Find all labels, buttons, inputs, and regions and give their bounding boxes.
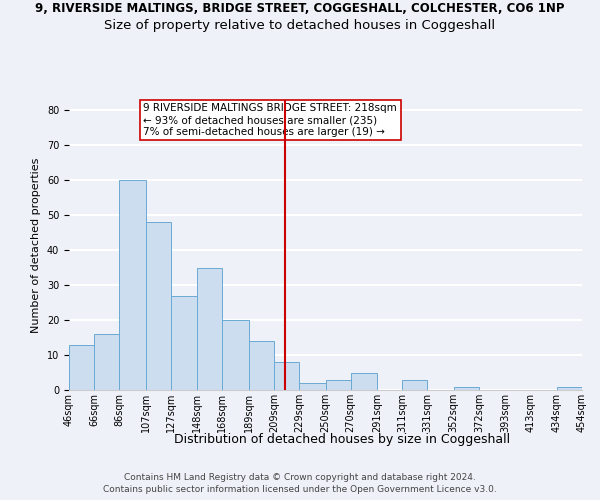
Bar	[223, 320, 249, 390]
Text: 9, RIVERSIDE MALTINGS, BRIDGE STREET, COGGESHALL, COLCHESTER, CO6 1NP: 9, RIVERSIDE MALTINGS, BRIDGE STREET, CO…	[35, 2, 565, 16]
Text: 9 RIVERSIDE MALTINGS BRIDGE STREET: 218sqm
← 93% of detached houses are smaller : 9 RIVERSIDE MALTINGS BRIDGE STREET: 218s…	[143, 104, 397, 136]
Bar	[197, 268, 223, 390]
Bar	[402, 380, 427, 390]
Bar	[325, 380, 350, 390]
Text: Contains HM Land Registry data © Crown copyright and database right 2024.: Contains HM Land Registry data © Crown c…	[124, 472, 476, 482]
Y-axis label: Number of detached properties: Number of detached properties	[31, 158, 41, 332]
Text: Size of property relative to detached houses in Coggeshall: Size of property relative to detached ho…	[104, 18, 496, 32]
Bar	[146, 222, 171, 390]
Text: Distribution of detached houses by size in Coggeshall: Distribution of detached houses by size …	[174, 432, 510, 446]
Bar	[350, 372, 377, 390]
Bar	[454, 386, 479, 390]
Bar	[119, 180, 146, 390]
Bar	[69, 344, 94, 390]
Text: Contains public sector information licensed under the Open Government Licence v3: Contains public sector information licen…	[103, 485, 497, 494]
Bar	[94, 334, 119, 390]
Bar	[249, 341, 274, 390]
Bar	[171, 296, 197, 390]
Bar	[274, 362, 299, 390]
Bar	[557, 386, 582, 390]
Bar	[299, 383, 325, 390]
